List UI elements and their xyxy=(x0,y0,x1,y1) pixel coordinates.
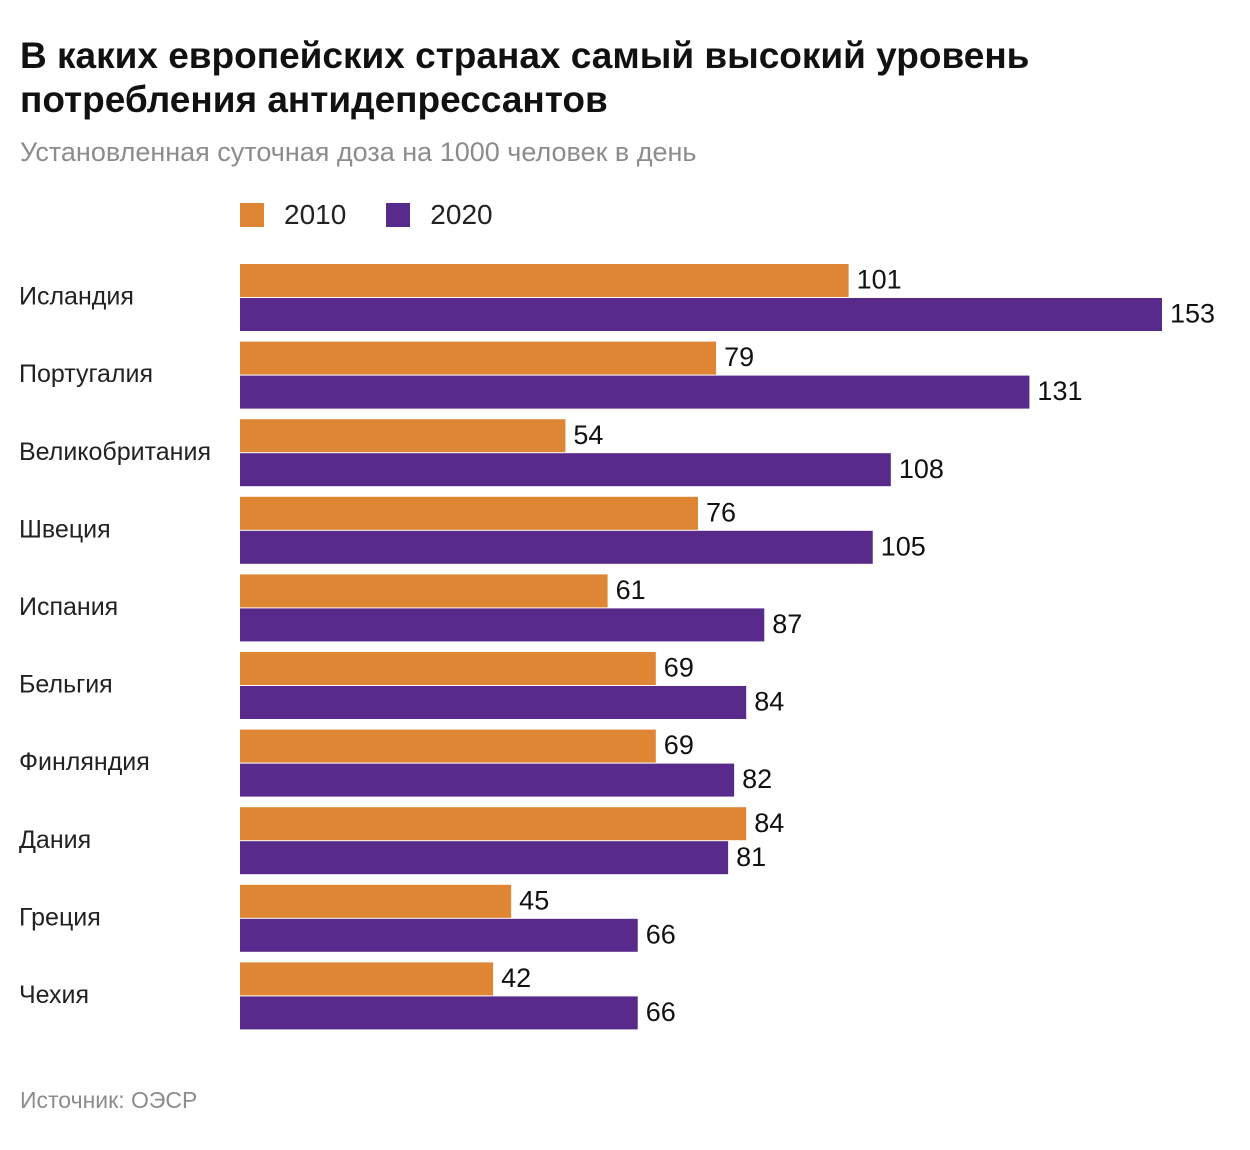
value-label-2010: 76 xyxy=(706,497,736,527)
bar-2010 xyxy=(240,574,608,608)
value-label-2020: 82 xyxy=(742,764,772,794)
value-label-2010: 84 xyxy=(754,808,784,838)
value-label-2020: 153 xyxy=(1170,299,1215,329)
legend-swatch-2020 xyxy=(386,203,411,227)
value-label-2010: 45 xyxy=(519,885,549,915)
value-label-2010: 101 xyxy=(857,265,902,295)
bar-2010 xyxy=(240,807,747,841)
bar-2010 xyxy=(240,264,849,297)
value-label-2020: 105 xyxy=(881,531,926,561)
category-label: Швеция xyxy=(19,515,111,543)
legend: 2010 2020 xyxy=(240,197,533,233)
category-label: Греция xyxy=(19,903,101,931)
bar-2020 xyxy=(240,453,891,487)
legend-label-2010: 2010 xyxy=(284,199,347,230)
value-label-2010: 69 xyxy=(664,653,694,683)
value-label-2010: 42 xyxy=(501,963,531,993)
bar-2020 xyxy=(240,763,735,797)
bar-2010 xyxy=(240,884,512,918)
bar-2020 xyxy=(240,686,747,719)
bar-2020 xyxy=(240,298,1162,331)
bar-2020 xyxy=(240,918,638,952)
value-label-2020: 66 xyxy=(646,919,676,949)
value-label-2020: 84 xyxy=(754,687,784,717)
value-label-2020: 87 xyxy=(772,609,802,639)
bar-2010 xyxy=(240,962,494,996)
source-note: Источник: ОЭСР xyxy=(20,1087,198,1113)
bar-2020 xyxy=(240,530,873,564)
category-label: Чехия xyxy=(19,981,89,1009)
category-label: Бельгия xyxy=(19,671,113,699)
category-label: Португалия xyxy=(19,360,153,388)
bar-2020 xyxy=(240,996,638,1030)
chart-subtitle: Установленная суточная доза на 1000 чело… xyxy=(20,137,697,167)
bar-2010 xyxy=(240,496,698,530)
bar-2020 xyxy=(240,375,1030,409)
bar-2020 xyxy=(240,841,729,875)
value-label-2020: 66 xyxy=(646,997,676,1027)
legend-swatch-2010 xyxy=(240,203,264,227)
bar-2010 xyxy=(240,419,566,453)
bar-2010 xyxy=(240,652,656,685)
value-label-2020: 108 xyxy=(899,454,944,484)
legend-label-2020: 2020 xyxy=(430,199,493,230)
value-label-2010: 61 xyxy=(616,575,646,605)
category-label: Испания xyxy=(19,593,118,621)
category-label: Великобритания xyxy=(19,438,211,466)
chart-title: В каких европейских странах самый высоки… xyxy=(20,35,1030,120)
value-label-2010: 69 xyxy=(664,730,694,760)
category-label: Исландия xyxy=(19,283,134,311)
value-label-2020: 81 xyxy=(736,842,766,872)
bar-2020 xyxy=(240,608,765,642)
category-label: Дания xyxy=(19,826,91,854)
bar-2010 xyxy=(240,341,717,375)
legend-item-2020: 2020 xyxy=(386,199,493,231)
bar-2010 xyxy=(240,729,656,763)
legend-item-2010: 2010 xyxy=(240,199,346,231)
value-label-2010: 79 xyxy=(724,342,754,372)
category-label: Финляндия xyxy=(19,748,150,776)
value-label-2010: 54 xyxy=(573,420,603,450)
value-label-2020: 131 xyxy=(1037,376,1082,406)
